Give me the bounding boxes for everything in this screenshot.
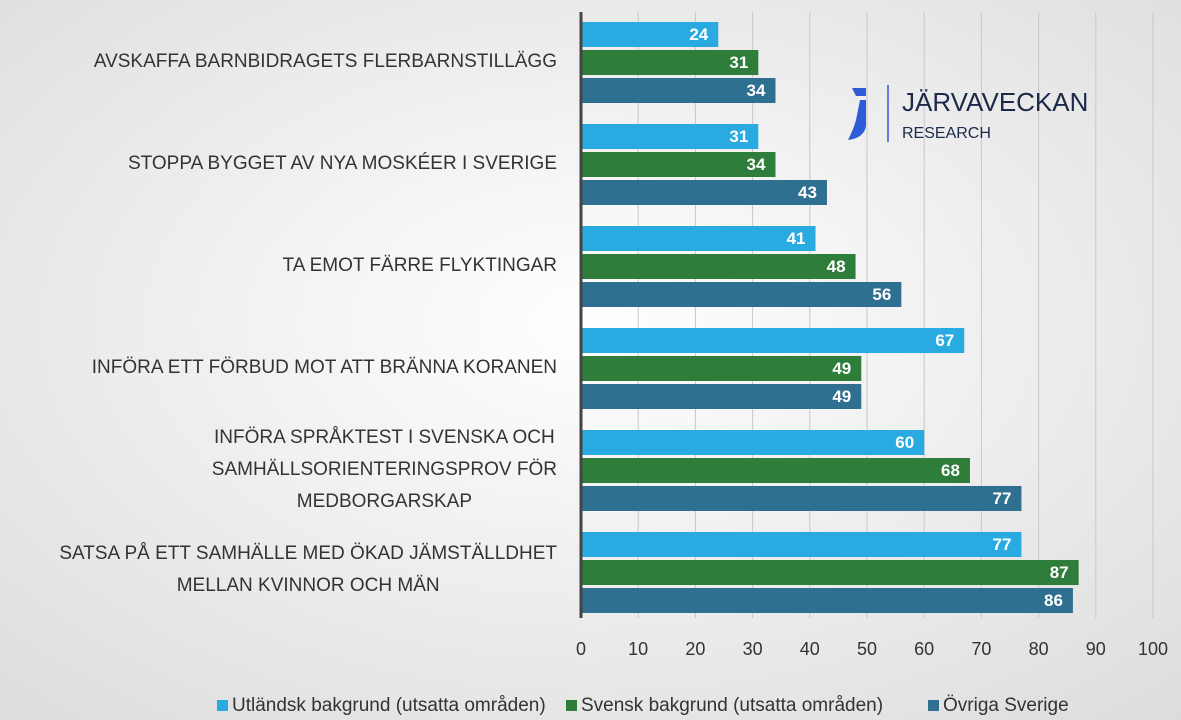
bar (581, 588, 1073, 613)
bar (581, 50, 759, 75)
category-label: STOPPA BYGGET AV NYA MOSKÉER I SVERIGE (128, 153, 557, 174)
bar (581, 22, 719, 47)
category-label: AVSKAFFA BARNBIDRAGETS FLERBARNSTILLÄGG (94, 51, 557, 72)
value-label: 77 (993, 489, 1012, 508)
value-label: 31 (729, 127, 748, 146)
category-label: INFÖRA SPRÅKTEST I SVENSKA OCH SAMHÄLLSOR… (212, 427, 557, 512)
logo: JÄRVAVECKAN RESEARCH (848, 85, 1088, 142)
bar (581, 78, 776, 103)
legend-label: Svensk bakgrund (utsatta områden) (581, 695, 883, 716)
value-label: 24 (689, 25, 708, 44)
value-label: 67 (935, 331, 954, 350)
value-label: 87 (1050, 563, 1069, 582)
category-label: TA EMOT FÄRRE FLYKTINGAR (283, 255, 557, 276)
category-label: SATSA PÅ ETT SAMHÄLLE MED ÖKAD JÄMSTÄLLD… (59, 543, 557, 596)
bar (581, 152, 776, 177)
bar (581, 430, 925, 455)
value-label: 60 (895, 433, 914, 452)
bar (581, 180, 827, 205)
value-label: 34 (747, 81, 766, 100)
bar (581, 356, 862, 381)
bar (581, 282, 902, 307)
x-tick-label: 40 (800, 639, 820, 659)
x-tick-label: 90 (1086, 639, 1106, 659)
logo-icon (848, 88, 866, 140)
legend-label: Utländsk bakgrund (utsatta områden) (232, 695, 546, 716)
x-tick-label: 50 (857, 639, 877, 659)
x-tick-label: 60 (914, 639, 934, 659)
value-label: 56 (872, 285, 891, 304)
bar (581, 532, 1022, 557)
bar (581, 254, 856, 279)
x-tick-label: 80 (1029, 639, 1049, 659)
bar (581, 226, 816, 251)
x-tick-label: 100 (1138, 639, 1168, 659)
x-tick-label: 70 (971, 639, 991, 659)
x-tick-label: 20 (685, 639, 705, 659)
value-label: 34 (747, 155, 766, 174)
value-label: 41 (787, 229, 806, 248)
value-label: 49 (832, 359, 851, 378)
value-label: 49 (832, 387, 851, 406)
legend-label: Övriga Sverige (943, 695, 1069, 716)
value-label: 48 (827, 257, 846, 276)
bar (581, 458, 970, 483)
x-tick-label: 0 (576, 639, 586, 659)
bar (581, 486, 1022, 511)
bar (581, 384, 862, 409)
logo-subtitle: RESEARCH (902, 125, 991, 142)
bar (581, 124, 759, 149)
value-label: 31 (729, 53, 748, 72)
legend-swatch (928, 700, 939, 711)
logo-name: JÄRVAVECKAN (902, 87, 1088, 117)
value-label: 77 (993, 535, 1012, 554)
value-label: 43 (798, 183, 817, 202)
legend-swatch (566, 700, 577, 711)
bar (581, 560, 1079, 585)
bar (581, 328, 965, 353)
value-label: 68 (941, 461, 960, 480)
x-tick-label: 30 (743, 639, 763, 659)
x-tick-label: 10 (628, 639, 648, 659)
legend-swatch (217, 700, 228, 711)
value-label: 86 (1044, 591, 1063, 610)
category-label: INFÖRA ETT FÖRBUD MOT ATT BRÄNNA KORANEN (92, 357, 557, 378)
